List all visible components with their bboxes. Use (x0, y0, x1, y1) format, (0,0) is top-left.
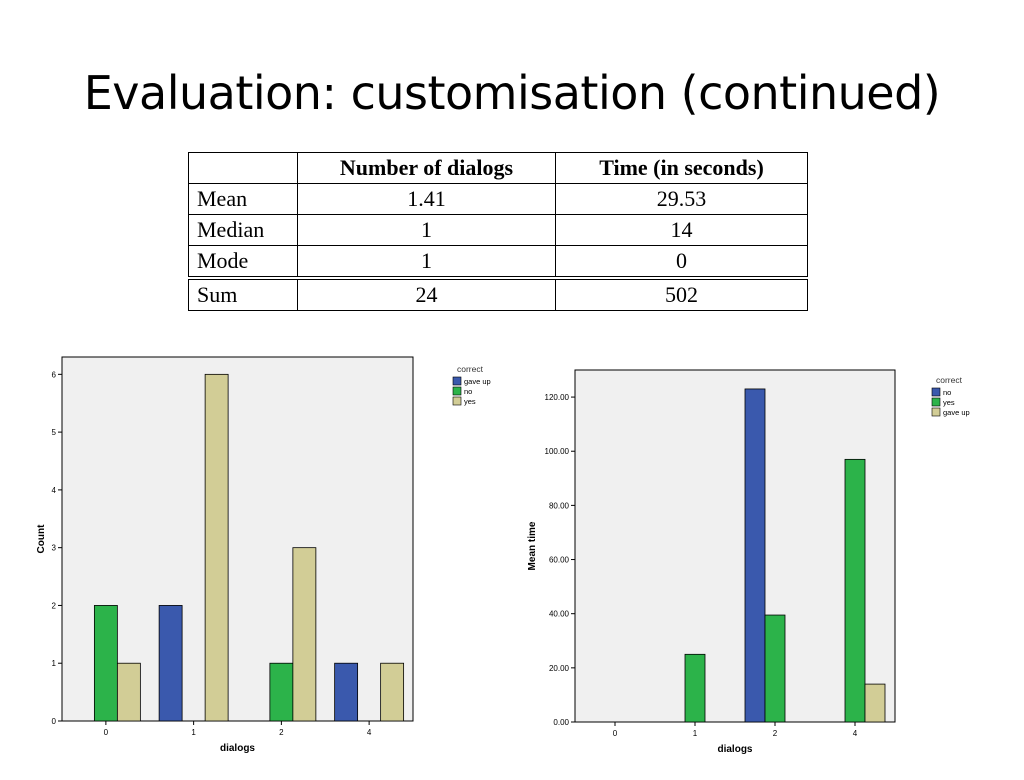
table-row: Sum 24 502 (188, 276, 808, 311)
bar-gave-up-4 (334, 662, 359, 722)
legend-item-label: gave up (464, 377, 491, 386)
table-row-label: Sum (188, 276, 298, 311)
plot-area (574, 369, 896, 723)
table-cell: 1.41 (297, 183, 556, 215)
bar-no-2 (744, 388, 766, 723)
legend-item-label: yes (464, 397, 476, 406)
table-header-row: Number of dialogs Time (in seconds) (188, 152, 808, 184)
x-tick-label: 0 (104, 728, 109, 737)
bar-no-2 (269, 662, 294, 722)
y-tick-label: 5 (52, 428, 57, 437)
y-tick-label: 2 (52, 601, 57, 610)
bar-gave-up-1 (158, 605, 183, 722)
x-axis-label: dialogs (220, 743, 255, 754)
slide-title: Evaluation: customisation (continued) (83, 66, 941, 120)
table-row-label: Mode (188, 245, 298, 279)
x-tick-label: 1 (693, 729, 698, 738)
table-row: Median 1 14 (188, 214, 808, 246)
legend-item-label: yes (943, 398, 955, 407)
legend-item-label: no (943, 388, 951, 397)
bar-gave-up-4 (864, 683, 886, 723)
x-tick-label: 1 (191, 728, 196, 737)
y-tick-label: 3 (52, 544, 57, 553)
table-row: Mean 1.41 29.53 (188, 183, 808, 215)
y-tick-label: 60.00 (549, 556, 570, 565)
y-axis-label: Count (36, 524, 47, 554)
y-tick-label: 120.00 (545, 393, 570, 402)
legend-swatch (931, 407, 941, 417)
legend-title: correct (457, 364, 484, 374)
table-cell: 1 (297, 245, 556, 279)
legend-item-label: gave up (943, 408, 970, 417)
x-tick-label: 2 (279, 728, 284, 737)
legend-swatch (452, 376, 462, 386)
table-cell: 14 (555, 214, 808, 246)
table-cell: 1 (297, 214, 556, 246)
y-tick-label: 40.00 (549, 610, 570, 619)
y-tick-label: 6 (52, 370, 57, 379)
legend-title: correct (936, 375, 963, 385)
bar-no-0 (93, 605, 118, 722)
y-axis-label: Mean time (527, 521, 538, 570)
bar-yes-4 (844, 458, 866, 723)
y-tick-label: 4 (52, 486, 57, 495)
table-header-cell: Number of dialogs (297, 152, 556, 184)
table-row-label: Mean (188, 183, 298, 215)
stats-table: Number of dialogs Time (in seconds) Mean… (188, 152, 808, 311)
y-tick-label: 20.00 (549, 664, 570, 673)
count-bar-chart: 0 1 2 3 4 5 6 0 1 2 4 dialogs Count correct gave upnoy… (36, 356, 491, 754)
x-axis-label: dialogs (717, 744, 752, 755)
legend-swatch (452, 386, 462, 396)
bar-yes-2 (764, 614, 786, 723)
bar-yes-2 (292, 547, 317, 722)
table-header-cell: Time (in seconds) (555, 152, 808, 184)
mean-time-bar-chart: 0.00 20.00 40.00 60.00 80.00 100.00 120.00 0 1 2 4… (527, 369, 970, 755)
y-tick-label: 0.00 (553, 718, 569, 727)
y-tick-label: 0 (52, 717, 57, 726)
y-tick-label: 80.00 (549, 501, 570, 510)
legend-swatch (452, 396, 462, 406)
table-cell: 0 (555, 245, 808, 279)
table-row-label: Median (188, 214, 298, 246)
x-tick-label: 2 (773, 729, 778, 738)
bar-yes-4 (380, 662, 405, 722)
table-row: Mode 1 0 (188, 245, 808, 279)
table-header-cell (188, 152, 298, 184)
plot-area (61, 356, 414, 722)
legend-swatch (931, 387, 941, 397)
bar-yes-0 (116, 662, 141, 722)
y-tick-label: 1 (52, 659, 57, 668)
table-cell: 24 (297, 276, 556, 311)
table-cell: 502 (555, 276, 808, 311)
y-tick-label: 100.00 (545, 447, 570, 456)
legend-item-label: no (464, 387, 472, 396)
x-tick-label: 0 (613, 729, 618, 738)
bar-yes-1 (204, 373, 229, 722)
bar-yes-1 (684, 653, 706, 723)
legend-swatch (931, 397, 941, 407)
table-cell: 29.53 (555, 183, 808, 215)
x-tick-label: 4 (853, 729, 858, 738)
x-tick-label: 4 (367, 728, 372, 737)
